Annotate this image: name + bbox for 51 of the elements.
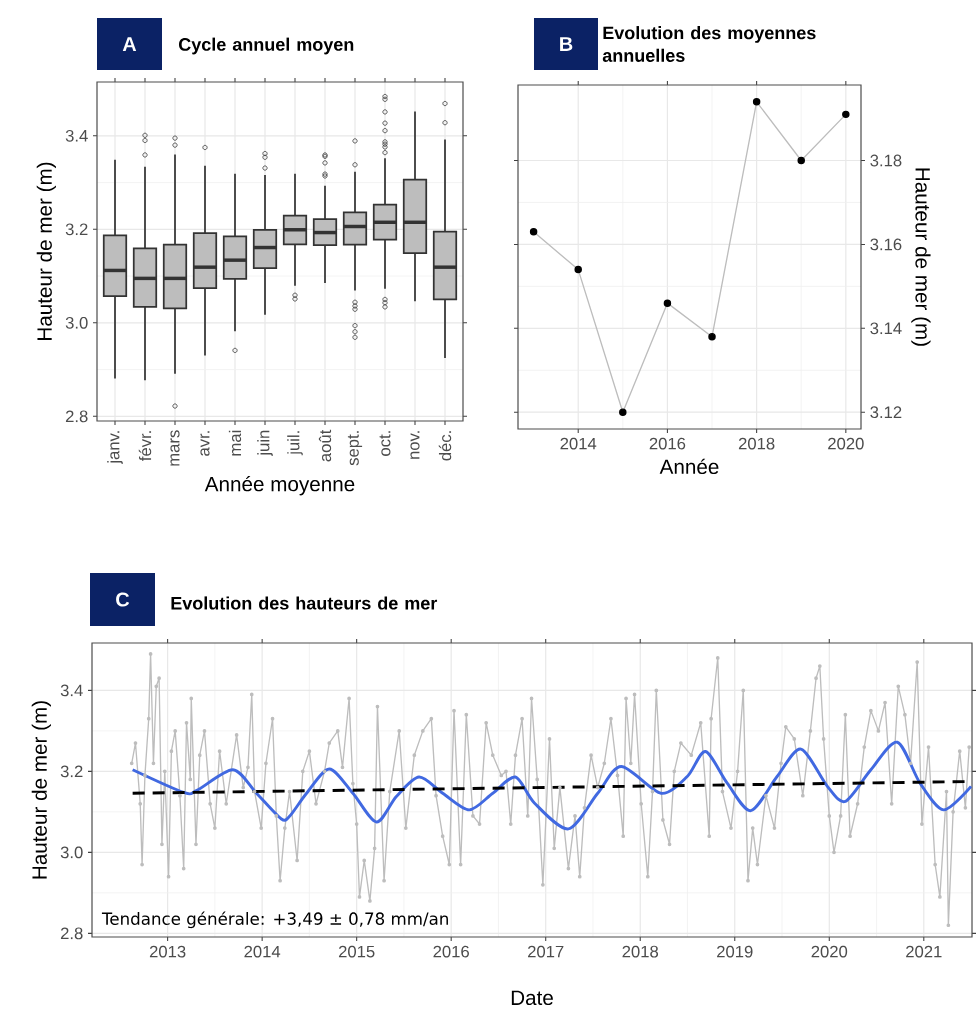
y-tick-label: 3.4 bbox=[65, 129, 89, 142]
x-tick-label: mai bbox=[229, 430, 242, 456]
x-tick-label: 2020 bbox=[811, 945, 848, 958]
x-tick-label: oct. bbox=[379, 431, 391, 456]
y-tick-label: 3.2 bbox=[65, 223, 88, 236]
y-axis-title: Hauteur de mer (m) bbox=[36, 162, 57, 340]
x-tick-label: 2018 bbox=[622, 945, 659, 958]
x-tick-label: 2021 bbox=[906, 945, 942, 958]
x-tick-label: 2017 bbox=[528, 945, 564, 958]
y-axis-title: Hauteur de mer (m) bbox=[31, 701, 52, 879]
x-axis-title: Date bbox=[512, 990, 554, 1006]
x-tick-label: juin bbox=[257, 430, 273, 457]
x-tick-label: déc. bbox=[439, 431, 452, 461]
chart-title: Evolution des moyennes annuelles bbox=[603, 26, 816, 62]
x-tick-label: août bbox=[319, 429, 332, 462]
text: C bbox=[116, 592, 130, 607]
y2-tick-label: 3.18 bbox=[870, 154, 902, 167]
x-tick-label: avr. bbox=[200, 431, 210, 456]
x-axis-title: Année moyenne bbox=[205, 475, 355, 496]
x-tick-label: févr. bbox=[139, 431, 152, 461]
x-tick-label: mars bbox=[170, 430, 180, 466]
line-series bbox=[131, 740, 973, 831]
x-tick-label: 2014 bbox=[560, 437, 597, 450]
annotation: Tendance générale: +3,49 ± 0,78 mm/an bbox=[102, 911, 449, 929]
y2-tick-label: 3.14 bbox=[870, 322, 902, 335]
x-tick-label: nov. bbox=[410, 431, 420, 459]
y-tick-label: 2.8 bbox=[61, 927, 83, 940]
x-tick-label: 2019 bbox=[717, 945, 753, 958]
x-tick-label: 2020 bbox=[828, 437, 864, 450]
x-tick-label: 2016 bbox=[649, 437, 686, 450]
x-tick-label: sept. bbox=[348, 431, 363, 466]
y2-tick-label: 3.16 bbox=[870, 238, 902, 251]
x-tick-label: 2014 bbox=[244, 945, 281, 958]
x-tick-label: 2013 bbox=[150, 945, 186, 958]
y2-tick-label: 3.12 bbox=[870, 406, 902, 419]
x-tick-label: 2015 bbox=[339, 945, 375, 958]
x-tick-label: juil. bbox=[287, 431, 303, 456]
y-tick-label: 3.2 bbox=[60, 765, 83, 778]
text: B bbox=[560, 37, 573, 51]
x-tick-label: 2018 bbox=[739, 437, 775, 450]
x-axis-title: Année bbox=[659, 458, 719, 475]
y2-axis-title: Hauteur de mer (m) bbox=[911, 168, 931, 346]
text: A bbox=[123, 37, 137, 51]
chart-title: Evolution des hauteurs de mer bbox=[171, 596, 438, 610]
y-tick-label: 3.4 bbox=[60, 684, 84, 697]
y-tick-label: 3.0 bbox=[60, 846, 83, 859]
y-tick-label: 3.0 bbox=[65, 316, 88, 329]
x-tick-label: 2016 bbox=[433, 945, 470, 958]
y-tick-label: 2.8 bbox=[66, 410, 88, 423]
x-tick-label: janv. bbox=[107, 431, 123, 465]
chart-title: Cycle annuel moyen bbox=[179, 37, 354, 55]
